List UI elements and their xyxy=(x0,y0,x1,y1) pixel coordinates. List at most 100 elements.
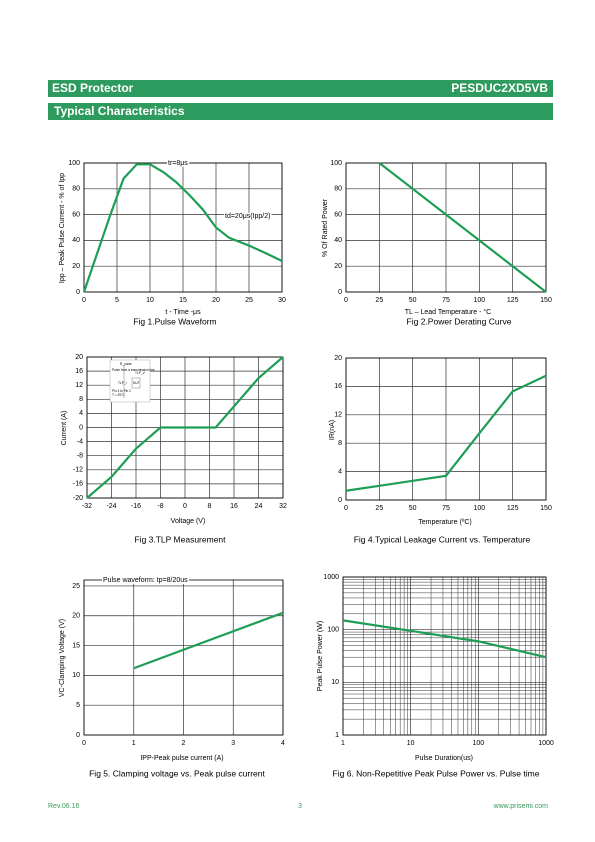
inset-box xyxy=(109,359,151,403)
x-tick-label: -32 xyxy=(82,503,92,510)
x-tick-label: 0 xyxy=(344,505,348,512)
y-tick-label: 100 xyxy=(330,160,342,167)
y-tick-label: 1 xyxy=(335,732,339,739)
data-line xyxy=(378,162,547,293)
data-line xyxy=(86,356,284,499)
x-tick-label: 50 xyxy=(409,505,417,512)
header-bar xyxy=(48,80,553,97)
x-tick-label: 0 xyxy=(183,503,187,510)
plot-frame xyxy=(86,356,284,499)
x-tick-label: 0 xyxy=(82,740,86,747)
x-tick-label: 1 xyxy=(132,740,136,747)
footer-right: www.prisemi.com xyxy=(493,803,549,810)
y-tick-label: 0 xyxy=(76,732,80,739)
y-tick-label: 10 xyxy=(331,679,339,686)
y-tick-label: -8 xyxy=(77,453,83,460)
x-tick-label: 50 xyxy=(409,297,417,304)
x-tick-label: 75 xyxy=(442,505,450,512)
y-tick-label: 60 xyxy=(334,211,342,218)
y-tick-label: 10 xyxy=(72,672,80,679)
y-tick-label: 12 xyxy=(334,412,342,419)
x-tick-label: 150 xyxy=(540,297,552,304)
y-tick-label: 20 xyxy=(334,263,342,270)
inset-dut xyxy=(131,377,141,389)
y-axis-label: Ipp – Peak Pulse Current - % of Ipp xyxy=(59,173,66,283)
x-tick-label: 0 xyxy=(82,297,86,304)
y-tick-label: 20 xyxy=(72,263,80,270)
caption: Fig 1.Pulse Waveform xyxy=(133,316,216,326)
x-axis-label: TL – Lead Temperature - °C xyxy=(405,308,491,316)
y-tick-label: 60 xyxy=(72,211,80,218)
x-tick-label: 150 xyxy=(540,505,552,512)
x-tick-label: -8 xyxy=(157,503,163,510)
data-line xyxy=(133,611,284,670)
data-line xyxy=(82,163,283,293)
header-left: ESD Protector xyxy=(52,81,134,95)
x-tick-label: 16 xyxy=(230,503,238,510)
caption: Fig 2.Power Derating Curve xyxy=(407,316,512,326)
x-tick-label: 100 xyxy=(473,505,485,512)
y-tick-label: 80 xyxy=(72,186,80,193)
y-axis-label: Peak Pulse Power (W) xyxy=(317,621,324,691)
x-tick-label: 25 xyxy=(375,505,383,512)
y-tick-label: 0 xyxy=(338,497,342,504)
y-tick-label: 25 xyxy=(72,583,80,590)
y-tick-label: -4 xyxy=(77,438,83,445)
y-tick-label: 80 xyxy=(334,186,342,193)
y-tick-label: 16 xyxy=(334,383,342,390)
inset-label: Pulse from a transmission line xyxy=(112,368,155,372)
y-tick-label: 4 xyxy=(338,468,342,475)
y-tick-label: 100 xyxy=(327,627,339,634)
y-tick-label: 0 xyxy=(338,289,342,296)
inset-label: TLP_V xyxy=(135,371,146,375)
annotation-bg xyxy=(167,159,190,167)
plot-frame xyxy=(345,162,547,293)
x-tick-label: 125 xyxy=(507,297,519,304)
x-tick-label: 25 xyxy=(375,297,383,304)
y-tick-label: 8 xyxy=(79,396,83,403)
caption: Fig 3.TLP Measurement xyxy=(134,534,226,544)
x-tick-label: 10 xyxy=(146,297,154,304)
y-tick-label: -12 xyxy=(73,467,83,474)
x-tick-label: 5 xyxy=(115,297,119,304)
x-axis-label: Pulse Duration(us) xyxy=(415,755,473,762)
x-axis-label: Temperature (ºC) xyxy=(418,519,472,526)
data-line xyxy=(345,374,547,492)
y-tick-label: 8 xyxy=(338,440,342,447)
x-tick-label: 32 xyxy=(279,503,287,510)
x-tick-label: 20 xyxy=(212,297,220,304)
y-tick-label: 0 xyxy=(76,289,80,296)
y-tick-label: 5 xyxy=(76,702,80,709)
header-right: PESDUC2XD5VB xyxy=(451,81,548,95)
inset-label: TLP_I xyxy=(118,381,127,385)
caption: Fig 6. Non-Repetitive Peak Pulse Power v… xyxy=(333,768,540,778)
data-line xyxy=(342,619,547,659)
caption: Fig 4.Typical Leakage Current vs. Temper… xyxy=(354,534,531,544)
footer-left: Rev.06.16 xyxy=(48,803,79,810)
x-tick-label: -16 xyxy=(131,503,141,510)
y-tick-label: -20 xyxy=(73,495,83,502)
y-axis-label: % Of Rated Power xyxy=(322,198,329,257)
x-tick-label: -24 xyxy=(106,503,116,510)
y-tick-label: 15 xyxy=(72,642,80,649)
x-axis-label: t - Time -μs xyxy=(165,309,201,316)
annotation: td=20μs(Ipp/2) xyxy=(225,213,270,220)
x-tick-label: 0 xyxy=(344,297,348,304)
inset-label: DUT xyxy=(133,381,140,385)
x-tick-label: 125 xyxy=(507,505,519,512)
x-axis-label: Voltage (V) xyxy=(171,518,206,525)
inset-label: T = 25°C xyxy=(112,393,125,397)
x-tick-label: 4 xyxy=(281,740,285,747)
caption: Fig 5. Clamping voltage vs. Peak pulse c… xyxy=(89,768,265,778)
y-tick-label: 40 xyxy=(334,237,342,244)
x-tick-label: 1000 xyxy=(538,740,554,747)
x-tick-label: 8 xyxy=(208,503,212,510)
y-axis-label: VC-Clamping Voltage (V) xyxy=(59,619,66,697)
y-tick-label: 16 xyxy=(75,368,83,375)
x-tick-label: 75 xyxy=(442,297,450,304)
y-tick-label: 12 xyxy=(75,382,83,389)
y-tick-label: 0 xyxy=(79,424,83,431)
y-tick-label: 1000 xyxy=(323,574,339,581)
y-tick-label: 40 xyxy=(72,237,80,244)
